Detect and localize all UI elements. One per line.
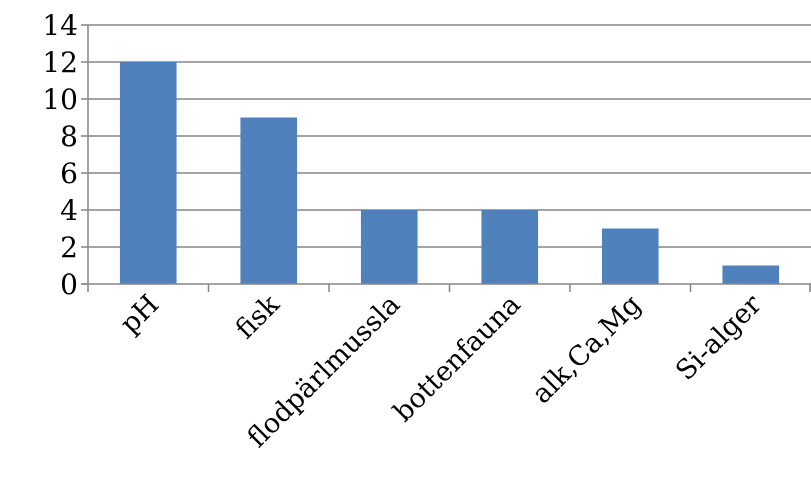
y-tick-label: 12 <box>42 46 78 79</box>
bar-bottenfauna <box>481 210 539 284</box>
bar-alk-ca-mg <box>601 228 659 284</box>
y-tick-label: 2 <box>60 231 78 264</box>
x-category-label: alk,Ca,Mg <box>526 289 647 410</box>
x-category-label: pH <box>114 289 165 340</box>
y-tick-label: 0 <box>60 268 78 301</box>
y-tick-label: 10 <box>42 83 78 116</box>
y-tick-label: 4 <box>60 194 78 227</box>
gridlines <box>88 24 811 248</box>
y-axis-tick-labels: 0 2 4 6 8 10 12 14 <box>42 9 78 301</box>
y-tick-label: 6 <box>60 157 78 190</box>
y-tick-label: 8 <box>60 120 78 153</box>
bar-fisk <box>240 117 298 284</box>
bars <box>119 62 780 284</box>
x-category-label: Si-alger <box>670 289 768 387</box>
x-category-label: fisk <box>230 289 286 345</box>
x-category-label: bottenfauna <box>388 289 527 428</box>
bar-ph <box>119 62 177 284</box>
y-tick-label: 14 <box>42 9 78 42</box>
bar-flodpärlmussla <box>360 210 418 284</box>
axes <box>81 24 811 292</box>
bar-si-alger <box>722 265 780 284</box>
